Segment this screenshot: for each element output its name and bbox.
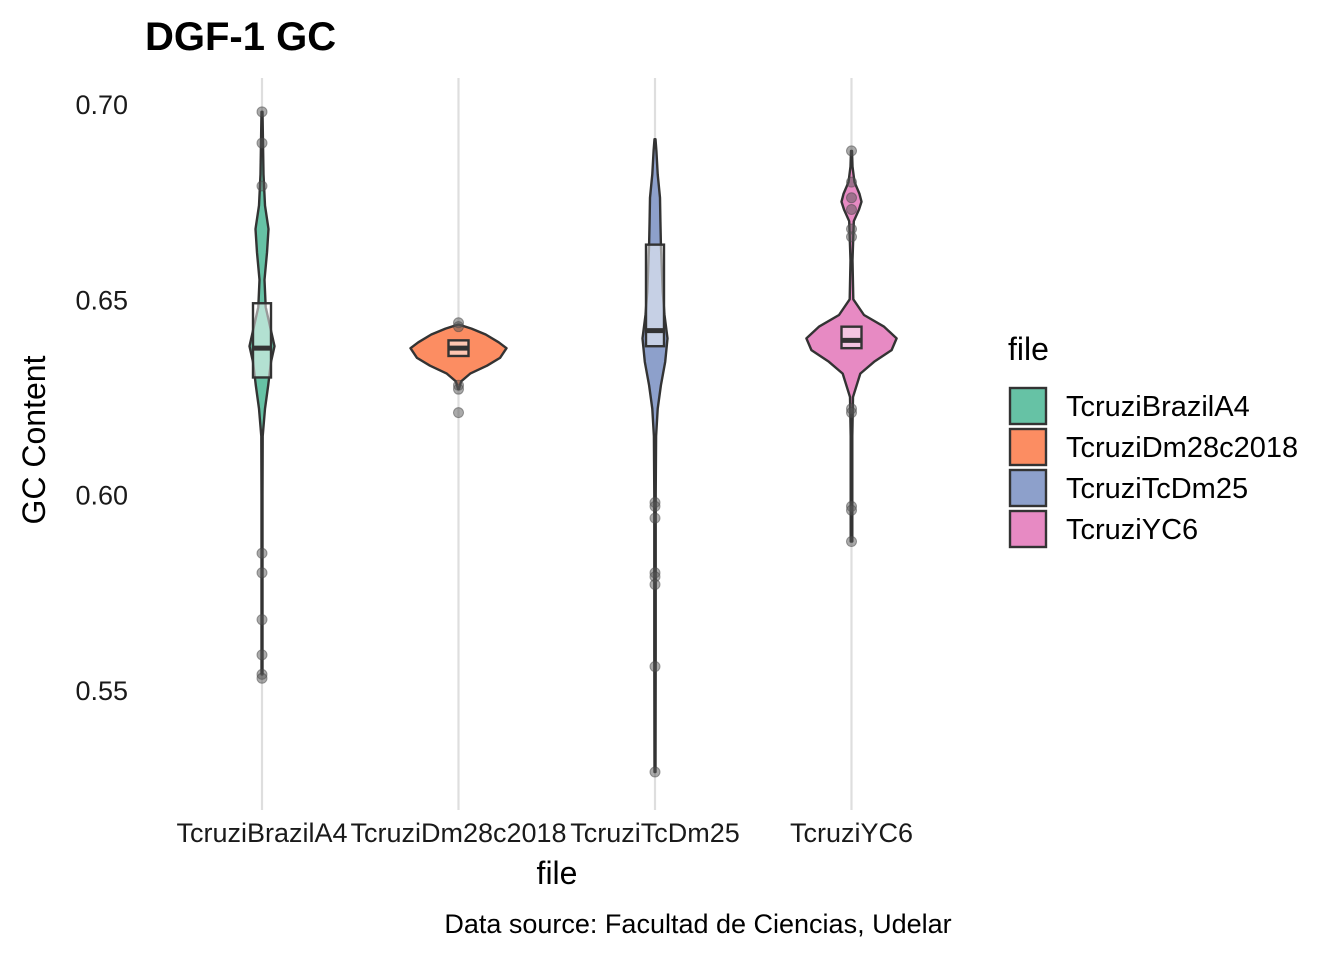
outlier-point xyxy=(846,176,857,188)
outlier-point xyxy=(256,137,268,149)
box-TcruziTcDm25 xyxy=(644,243,666,348)
y-axis-ticks: 0.55 0.60 0.65 0.70 xyxy=(75,90,128,706)
violin-TcruziBrazilA4 xyxy=(248,110,276,676)
outlier-point xyxy=(649,661,661,673)
outlier-points xyxy=(256,106,857,778)
legend-swatch xyxy=(1008,468,1048,508)
legend-swatch xyxy=(1008,386,1048,426)
outlier-point xyxy=(649,579,661,591)
outlier-point xyxy=(256,547,268,559)
outlier-point xyxy=(846,536,857,548)
outlier-point xyxy=(649,500,661,512)
legend-label: TcruziTcDm25 xyxy=(1066,473,1248,505)
outlier-point xyxy=(649,512,661,524)
outlier-point xyxy=(846,145,857,157)
legend-label: TcruziYC6 xyxy=(1066,514,1198,546)
box-TcruziBrazilA4 xyxy=(251,302,273,379)
grid-lines xyxy=(260,78,853,810)
x-tick-label: TcruziTcDm25 xyxy=(570,818,740,848)
legend-title: file xyxy=(1008,331,1049,367)
legend: file TcruziBrazilA4 TcruziDm28c2018 Tcruzi… xyxy=(1008,331,1298,549)
x-tick-label: TcruziDm28c2018 xyxy=(350,818,566,848)
outlier-point xyxy=(256,180,268,192)
outlier-point xyxy=(846,203,857,215)
chart-title: DGF-1 GC xyxy=(145,15,336,59)
x-tick-label: TcruziBrazilA4 xyxy=(176,818,347,848)
legend-label: TcruziDm28c2018 xyxy=(1066,432,1298,464)
outlier-point xyxy=(256,649,268,661)
violin-TcruziTcDm25 xyxy=(641,138,669,774)
x-tick-label: TcruziYC6 xyxy=(790,818,913,848)
outlier-point xyxy=(453,321,464,333)
y-tick-label: 0.55 xyxy=(75,676,128,706)
y-tick-label: 0.60 xyxy=(75,481,128,511)
outlier-point xyxy=(846,407,857,419)
outlier-point xyxy=(256,106,268,118)
legend-label: TcruziBrazilA4 xyxy=(1066,391,1250,423)
violins xyxy=(248,110,898,774)
x-axis-title: file xyxy=(537,855,578,891)
outlier-point xyxy=(453,383,464,395)
outlier-point xyxy=(256,614,268,626)
outlier-point xyxy=(846,231,857,243)
legend-swatch xyxy=(1008,509,1048,549)
y-tick-label: 0.65 xyxy=(75,285,128,315)
x-axis-ticks: TcruziBrazilA4 TcruziDm28c2018 TcruziTcDm2… xyxy=(176,818,913,848)
outlier-point xyxy=(453,407,464,419)
caption: Data source: Facultad de Ciencias, Udela… xyxy=(444,909,951,939)
y-tick-label: 0.70 xyxy=(75,90,128,120)
boxplots xyxy=(251,243,863,379)
box-TcruziYC6 xyxy=(840,325,863,350)
outlier-point xyxy=(256,672,268,684)
y-axis-title: GC Content xyxy=(16,355,52,524)
outlier-point xyxy=(256,567,268,579)
outlier-point xyxy=(846,192,857,204)
outlier-point xyxy=(846,504,857,516)
outlier-point xyxy=(649,766,661,778)
legend-swatch xyxy=(1008,427,1048,467)
